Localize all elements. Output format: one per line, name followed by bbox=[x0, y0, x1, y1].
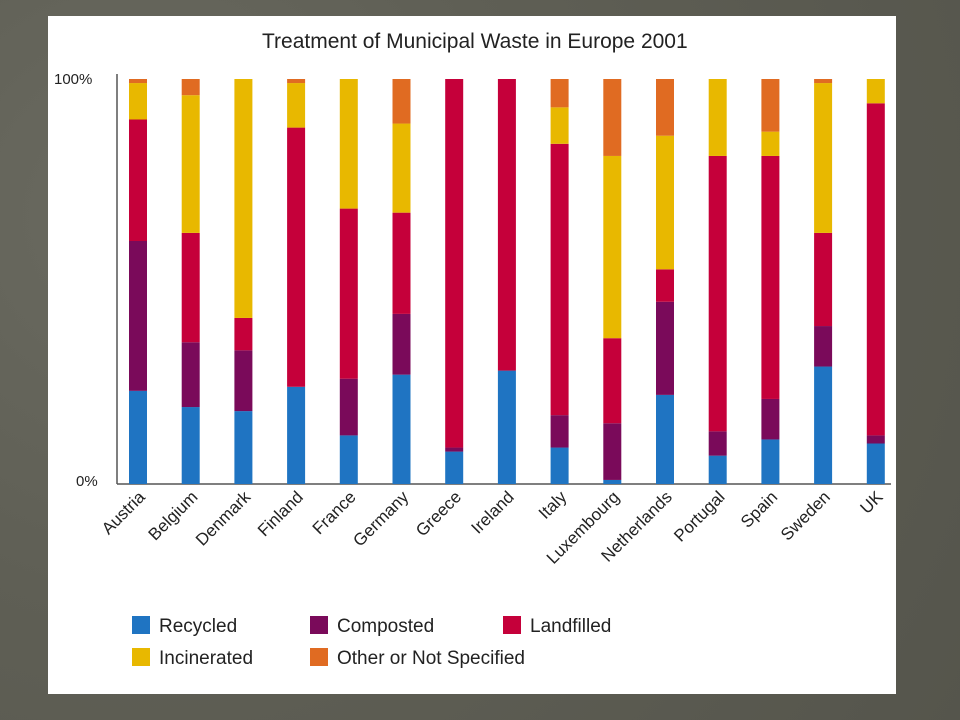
bar-segment-luxembourg-landfilled bbox=[603, 338, 622, 424]
legend: Recycled Composted Landfilled Incinerated Ot… bbox=[132, 616, 611, 669]
legend-swatch-landfilled bbox=[503, 616, 521, 634]
bar-segment-spain-landfilled bbox=[761, 155, 780, 399]
bar-segment-austria-landfilled bbox=[129, 119, 147, 241]
bar-segment-austria-incinerated bbox=[129, 83, 147, 120]
bars-group bbox=[129, 79, 885, 484]
bar-segment-italy-composted bbox=[550, 415, 569, 448]
x-tick-label: Denmark bbox=[192, 487, 255, 550]
bar-segment-luxembourg-recycled bbox=[603, 479, 622, 484]
x-tick-label: Spain bbox=[737, 487, 781, 531]
bar-segment-greece-landfilled bbox=[445, 79, 464, 448]
bar-segment-germany-composted bbox=[392, 313, 411, 375]
legend-label-other-or-not-specified: Other or Not Specified bbox=[337, 648, 525, 669]
bar-segment-finland-other-or-not-specified bbox=[287, 79, 306, 84]
bar-segment-luxembourg-composted bbox=[603, 423, 622, 480]
bar-segment-netherlands-other-or-not-specified bbox=[656, 79, 674, 136]
bar-segment-finland-incinerated bbox=[287, 83, 306, 128]
bar-segment-spain-composted bbox=[761, 398, 780, 440]
legend-label-recycled: Recycled bbox=[159, 616, 237, 637]
legend-swatch-recycled bbox=[132, 616, 150, 634]
bar-segment-uk-incinerated bbox=[866, 79, 885, 104]
legend-swatch-other-or-not-specified bbox=[310, 648, 328, 666]
bar-segment-denmark-landfilled bbox=[234, 317, 253, 351]
bar-segment-sweden-composted bbox=[814, 326, 833, 367]
bar-segment-luxembourg-incinerated bbox=[603, 155, 622, 339]
legend-label-incinerated: Incinerated bbox=[159, 648, 253, 669]
bar-segment-sweden-incinerated bbox=[814, 83, 833, 233]
legend-swatch-composted bbox=[310, 616, 328, 634]
bar-segment-finland-recycled bbox=[287, 386, 306, 484]
bar-segment-sweden-other-or-not-specified bbox=[814, 79, 833, 84]
x-tick-label: Ireland bbox=[468, 487, 518, 537]
bar-segment-greece-recycled bbox=[445, 451, 464, 484]
bar-segment-denmark-composted bbox=[234, 350, 253, 412]
x-tick-label: Italy bbox=[535, 487, 571, 523]
chart-title: Treatment of Municipal Waste in Europe 2… bbox=[262, 30, 688, 53]
x-tick-label: Germany bbox=[349, 487, 412, 550]
bar-segment-italy-recycled bbox=[550, 447, 569, 484]
bar-segment-denmark-recycled bbox=[234, 411, 253, 484]
y-tick-label-top: 100% bbox=[54, 71, 92, 88]
bar-segment-greece-composted bbox=[445, 447, 464, 452]
bar-segment-netherlands-landfilled bbox=[656, 269, 674, 302]
x-tick-label: Portugal bbox=[670, 487, 728, 545]
bar-segment-france-incinerated bbox=[339, 79, 358, 209]
chart-panel: Treatment of Municipal Waste in Europe 2… bbox=[48, 16, 896, 694]
legend-label-composted: Composted bbox=[337, 616, 434, 637]
bar-segment-netherlands-incinerated bbox=[656, 135, 674, 270]
bar-segment-austria-other-or-not-specified bbox=[129, 79, 147, 84]
legend-swatch-incinerated bbox=[132, 648, 150, 666]
bar-segment-portugal-landfilled bbox=[708, 155, 727, 432]
x-tick-label: UK bbox=[856, 487, 887, 518]
bar-segment-uk-composted bbox=[866, 435, 885, 444]
bar-segment-netherlands-composted bbox=[656, 301, 674, 395]
y-tick-label-bottom: 0% bbox=[76, 473, 98, 490]
chart: Treatment of Municipal Waste in Europe 2… bbox=[54, 30, 891, 669]
x-tick-label: Finland bbox=[254, 487, 307, 540]
bar-segment-netherlands-recycled bbox=[656, 394, 674, 484]
bar-segment-uk-landfilled bbox=[866, 103, 885, 436]
bar-segment-france-landfilled bbox=[339, 208, 358, 379]
bar-segment-denmark-incinerated bbox=[234, 79, 253, 318]
bar-segment-italy-other-or-not-specified bbox=[550, 79, 569, 108]
bar-segment-sweden-landfilled bbox=[814, 232, 833, 327]
x-tick-label: Greece bbox=[412, 487, 465, 540]
bar-segment-ireland-recycled bbox=[497, 370, 516, 484]
bar-segment-germany-recycled bbox=[392, 374, 411, 484]
bar-segment-austria-recycled bbox=[129, 390, 147, 484]
bar-segment-belgium-incinerated bbox=[181, 95, 200, 233]
bar-segment-portugal-composted bbox=[708, 431, 727, 456]
bar-segment-spain-incinerated bbox=[761, 131, 780, 156]
bar-segment-spain-recycled bbox=[761, 439, 780, 484]
bar-segment-ireland-landfilled bbox=[497, 79, 516, 371]
bar-segment-portugal-recycled bbox=[708, 455, 727, 484]
bar-segment-italy-incinerated bbox=[550, 107, 569, 144]
bar-segment-germany-landfilled bbox=[392, 212, 411, 314]
bar-segment-belgium-composted bbox=[181, 342, 200, 408]
bar-segment-austria-composted bbox=[129, 241, 147, 391]
x-tick-label: France bbox=[309, 487, 360, 538]
bar-segment-belgium-other-or-not-specified bbox=[181, 79, 200, 96]
bar-segment-belgium-landfilled bbox=[181, 232, 200, 343]
bar-segment-finland-landfilled bbox=[287, 127, 306, 387]
x-tick-label: Austria bbox=[98, 487, 149, 538]
bar-segment-france-recycled bbox=[339, 435, 358, 484]
bar-segment-spain-other-or-not-specified bbox=[761, 79, 780, 132]
bar-segment-uk-recycled bbox=[866, 443, 885, 484]
legend-label-landfilled: Landfilled bbox=[530, 616, 611, 637]
bar-segment-germany-incinerated bbox=[392, 123, 411, 213]
bar-segment-france-composted bbox=[339, 378, 358, 436]
x-tick-label: Sweden bbox=[777, 487, 834, 544]
bar-segment-luxembourg-other-or-not-specified bbox=[603, 79, 622, 156]
bar-segment-belgium-recycled bbox=[181, 407, 200, 484]
bar-segment-sweden-recycled bbox=[814, 366, 833, 484]
bar-segment-italy-landfilled bbox=[550, 143, 569, 416]
bar-segment-germany-other-or-not-specified bbox=[392, 79, 411, 124]
bar-segment-portugal-incinerated bbox=[708, 79, 727, 156]
